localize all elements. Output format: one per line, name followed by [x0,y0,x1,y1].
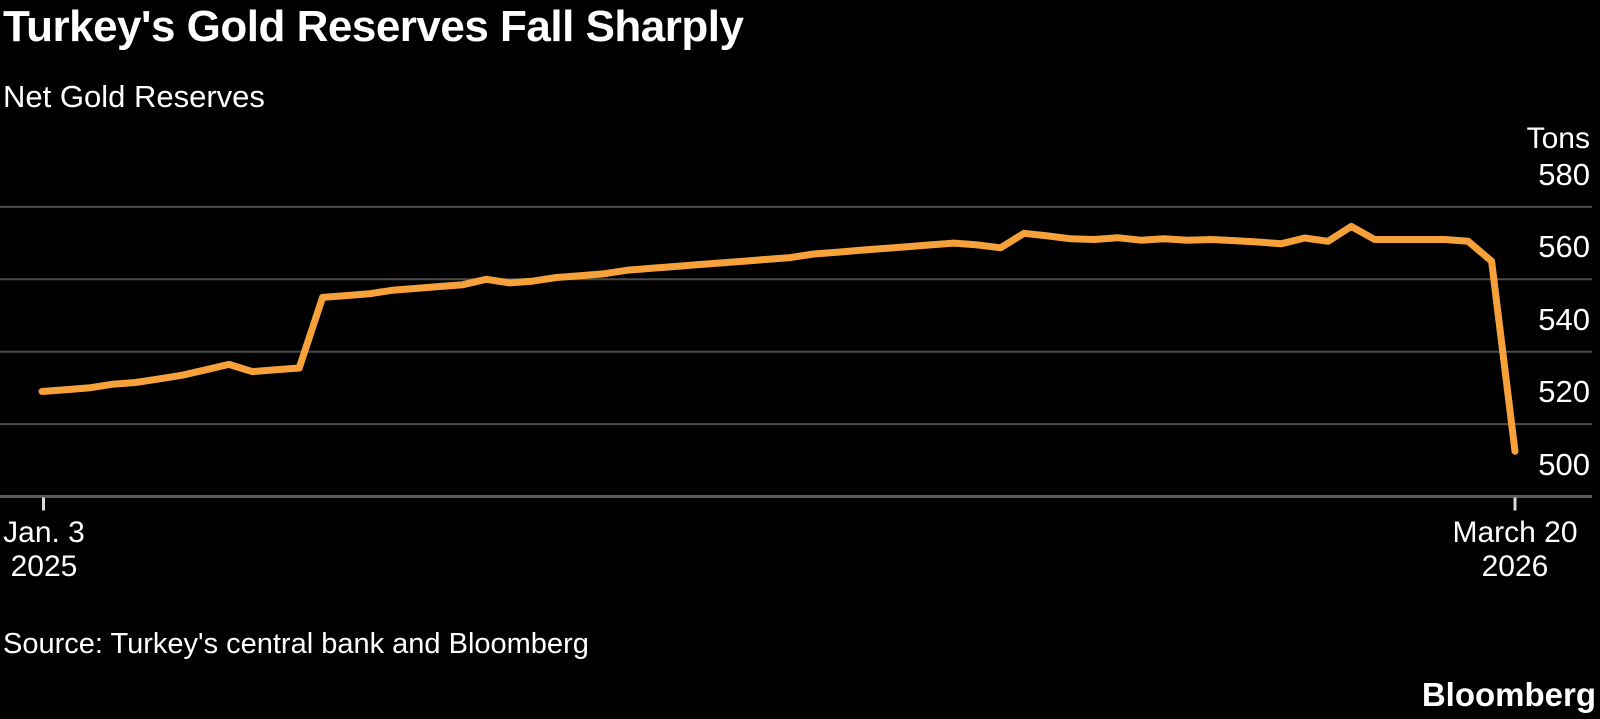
source-text: Source: Turkey's central bank and Bloomb… [3,628,589,660]
y-tick-label-520: 520 [1538,374,1590,410]
y-tick-label-540: 540 [1538,301,1590,337]
y-tick-label-500: 500 [1538,446,1590,482]
chart-subtitle: Net Gold Reserves [3,79,265,114]
bloomberg-logo: Bloomberg [1421,676,1596,713]
y-axis-unit-label: Tons [1526,122,1590,155]
x-end-date: March 20 [1452,516,1578,549]
y-tick-label-560: 560 [1538,229,1590,265]
x-end-year: 2026 [1481,550,1549,583]
x-axis-label-start: Jan. 3 2025 [3,516,85,584]
chart-title: Turkey's Gold Reserves Fall Sharply [3,2,744,51]
y-tick-label-580: 580 [1538,156,1590,192]
gold-reserves-line [38,222,1519,455]
x-start-date: Jan. 3 [3,516,85,549]
x-axis-label-end: March 20 2026 [1452,516,1577,584]
x-start-year: 2025 [10,550,78,583]
